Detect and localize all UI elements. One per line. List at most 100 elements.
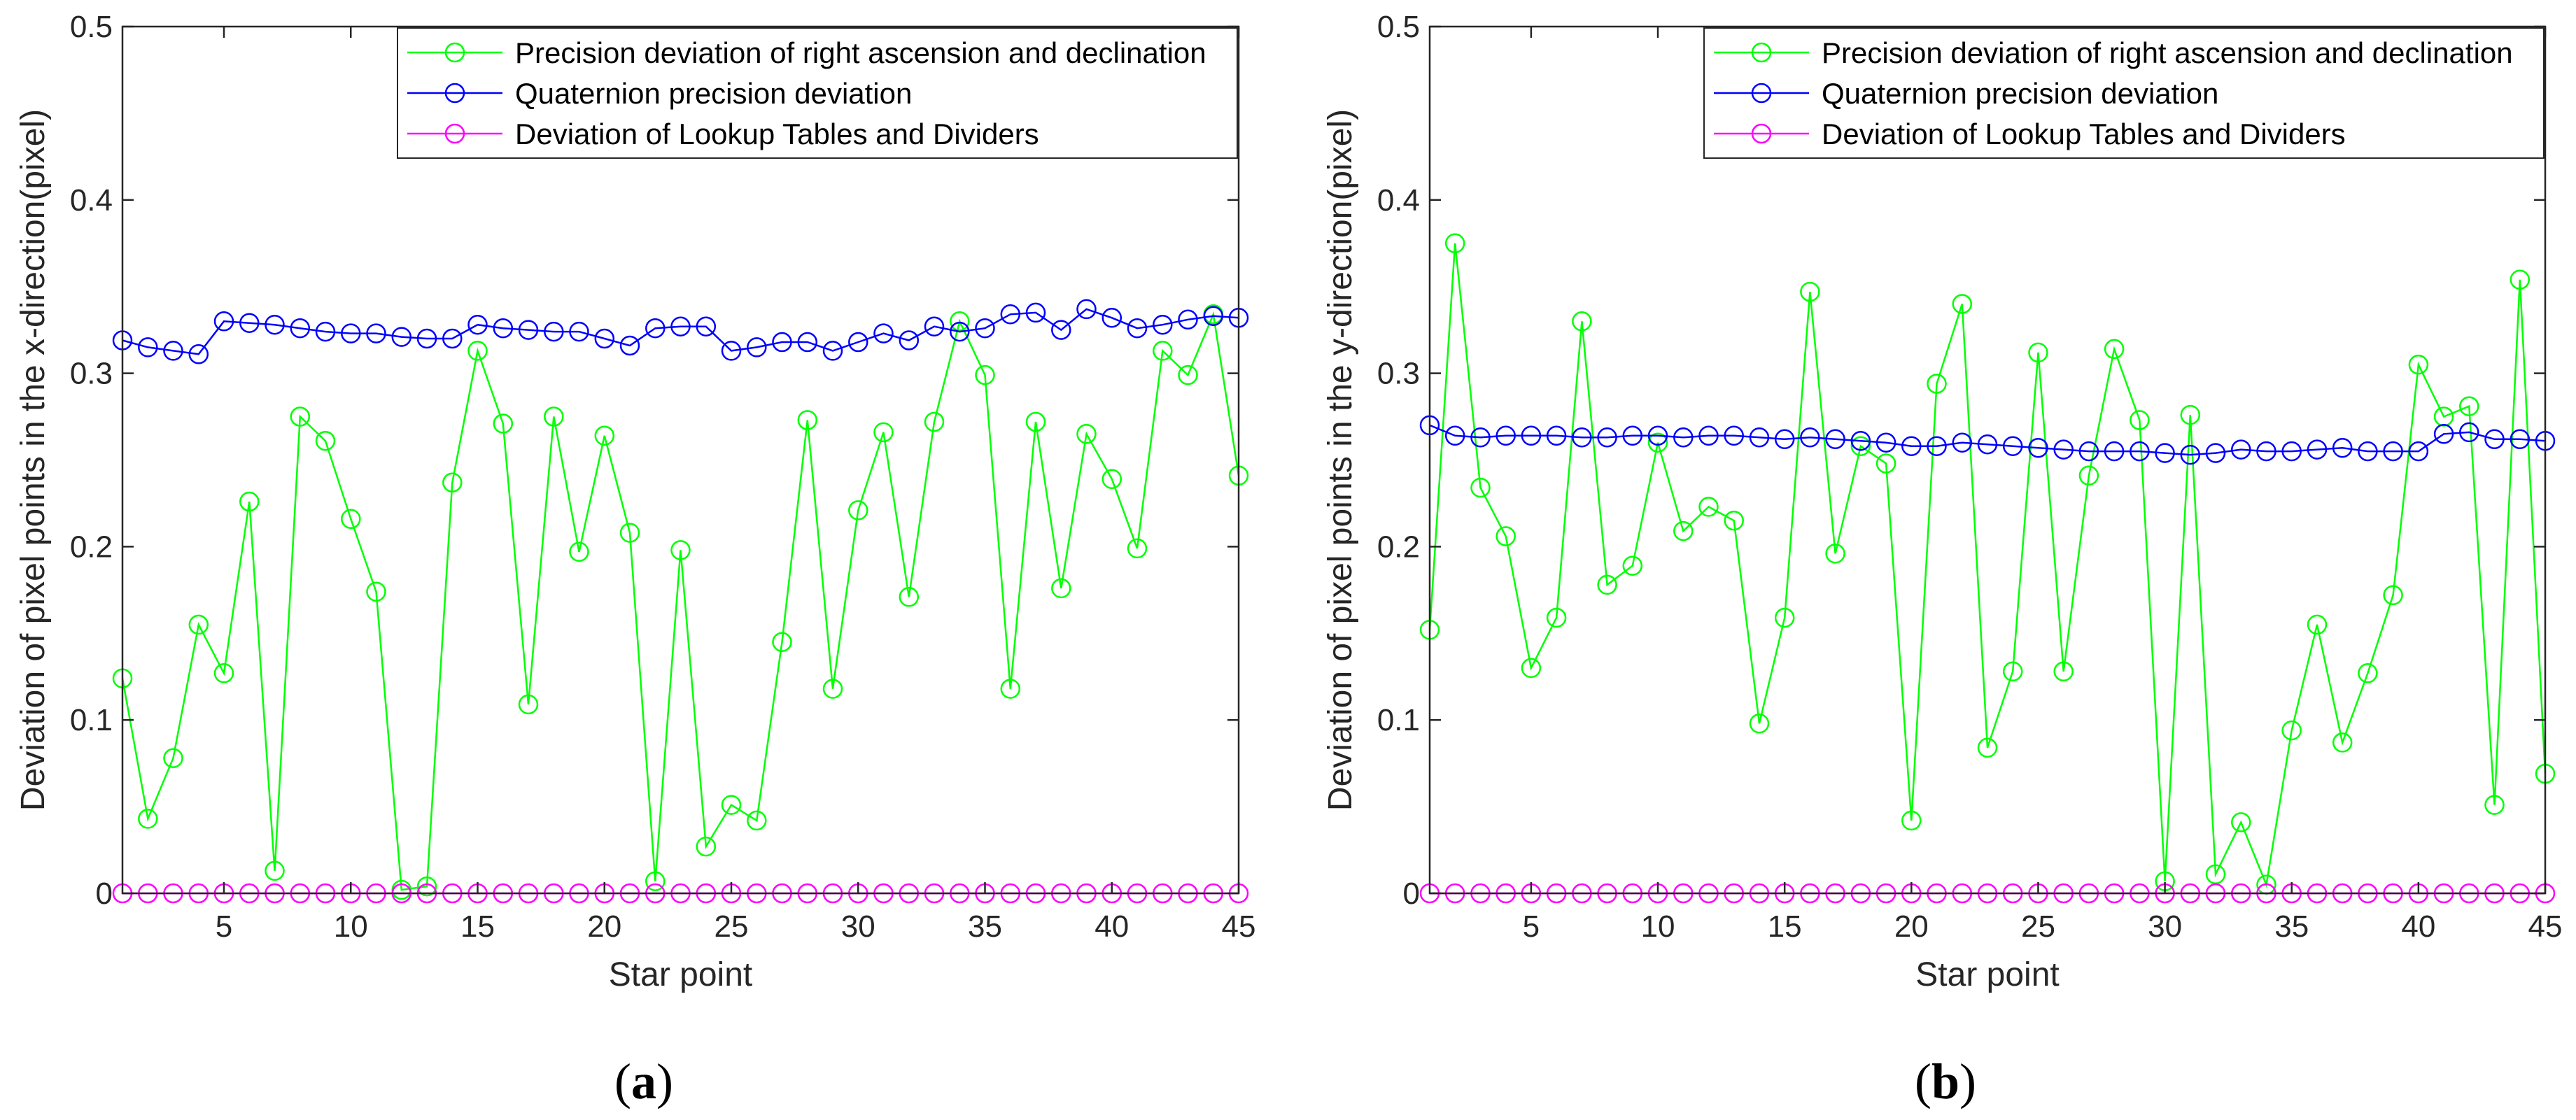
legend: Precision deviation of right ascension a… (397, 27, 1238, 159)
x-tick-label: 40 (2401, 909, 2435, 944)
data-point (290, 318, 311, 339)
legend-box (1703, 27, 2545, 159)
data-point (1178, 364, 1198, 385)
y-tick-label: 0.1 (70, 703, 113, 737)
data-point (442, 472, 463, 492)
data-point (1622, 425, 1643, 446)
legend-item: Deviation of Lookup Tables and Dividers (1714, 118, 2346, 150)
data-point (2281, 441, 2302, 462)
data-point (1875, 453, 1896, 474)
data-point (1800, 281, 1820, 302)
series-quaternion-precision-deviation (1419, 415, 2556, 465)
data-point (2383, 441, 2403, 462)
legend-item: Precision deviation of right ascension a… (1714, 36, 2513, 69)
data-point (1546, 607, 1567, 628)
legend-item: Quaternion precision deviation (1714, 77, 2218, 110)
data-point (163, 748, 183, 768)
data-point (1724, 510, 1744, 531)
legend-label: Deviation of Lookup Tables and Dividers (515, 118, 1039, 150)
data-point (594, 425, 615, 446)
data-point (1546, 425, 1567, 446)
legend-item: Quaternion precision deviation (407, 77, 912, 110)
caption-open: ( (1915, 1054, 1931, 1110)
data-point (467, 341, 488, 361)
y-tick-label: 0.2 (70, 530, 113, 564)
legend-label: Deviation of Lookup Tables and Dividers (1822, 118, 2346, 150)
data-point (1673, 427, 1694, 448)
data-point (1875, 432, 1896, 453)
data-point (797, 410, 818, 430)
data-point (2484, 429, 2505, 450)
legend-label: Quaternion precision deviation (515, 77, 912, 110)
data-point (1000, 304, 1021, 325)
data-point (1673, 520, 1694, 541)
data-point (1850, 436, 1871, 456)
legend-marker (1751, 83, 1772, 104)
y-tick-label: 0.5 (70, 10, 113, 44)
data-point (265, 860, 285, 881)
data-point (950, 321, 970, 342)
x-tick-label: 45 (1222, 909, 1256, 944)
data-point (924, 411, 945, 432)
data-point (2231, 812, 2251, 832)
data-point (1127, 538, 1148, 559)
y-tick-label: 0.3 (1377, 357, 1420, 391)
data-point (1597, 574, 1617, 595)
data-point (670, 540, 691, 560)
data-point (1572, 311, 1592, 332)
y-tick-label: 0 (1403, 877, 1420, 911)
data-point (2358, 663, 2378, 683)
data-point (544, 321, 564, 342)
x-axis-label: Star point (1915, 956, 2059, 993)
caption-open: ( (614, 1054, 631, 1110)
data-point (696, 316, 717, 336)
data-point (544, 406, 564, 427)
data-point (239, 313, 260, 333)
x-tick-label: 30 (841, 909, 875, 944)
x-tick-label: 10 (334, 909, 368, 944)
x-axis-label: Star point (609, 956, 752, 993)
legend-box (397, 27, 1238, 159)
data-point (1774, 607, 1795, 628)
data-point (493, 413, 514, 434)
data-point (2205, 864, 2226, 884)
x-tick-label: 35 (968, 909, 1002, 944)
data-point (594, 328, 615, 349)
data-point (1076, 424, 1097, 444)
x-tick-label: 5 (1523, 909, 1540, 944)
caption-letter: b (1931, 1054, 1959, 1110)
data-point (2130, 441, 2150, 462)
x-tick-label: 40 (1095, 909, 1129, 944)
data-point (315, 430, 336, 451)
y-tick-label: 0.4 (1377, 183, 1420, 218)
data-point (391, 327, 412, 347)
data-point (518, 320, 539, 340)
x-tick-label: 25 (715, 909, 749, 944)
y-tick-label: 0.1 (1377, 703, 1420, 737)
data-point (1800, 427, 1820, 448)
data-point (442, 328, 463, 349)
caption-letter: a (631, 1054, 656, 1110)
data-point (2205, 443, 2226, 463)
data-point (797, 332, 818, 353)
series-precision-deviation-of-right-ascension-and-declination (1419, 233, 2556, 895)
axis-ticks: 0 0.1 0.2 0.3 0.4 0.5 5 10 15 20 25 30 35 40 45 (1377, 10, 2563, 944)
plot-area (1430, 27, 2545, 893)
data-point (772, 332, 792, 353)
data-point (1127, 318, 1148, 339)
data-point (2104, 441, 2125, 462)
data-point (645, 318, 666, 339)
data-point (315, 321, 336, 342)
data-point (1927, 374, 1947, 394)
data-point (1203, 306, 1224, 327)
data-point (1850, 430, 1871, 451)
data-point (188, 344, 209, 364)
axes-box (121, 25, 1240, 895)
data-point (1102, 308, 1122, 328)
legend-label: Quaternion precision deviation (1822, 77, 2218, 110)
data-point (1977, 434, 1998, 455)
data-point (1572, 427, 1592, 448)
data-point (1470, 427, 1491, 448)
caption-close: ) (656, 1054, 673, 1110)
chart-panel-b: 0 0.1 0.2 0.3 0.4 0.5 5 10 15 20 25 30 35 40 45 Star p… (1322, 10, 2562, 1110)
